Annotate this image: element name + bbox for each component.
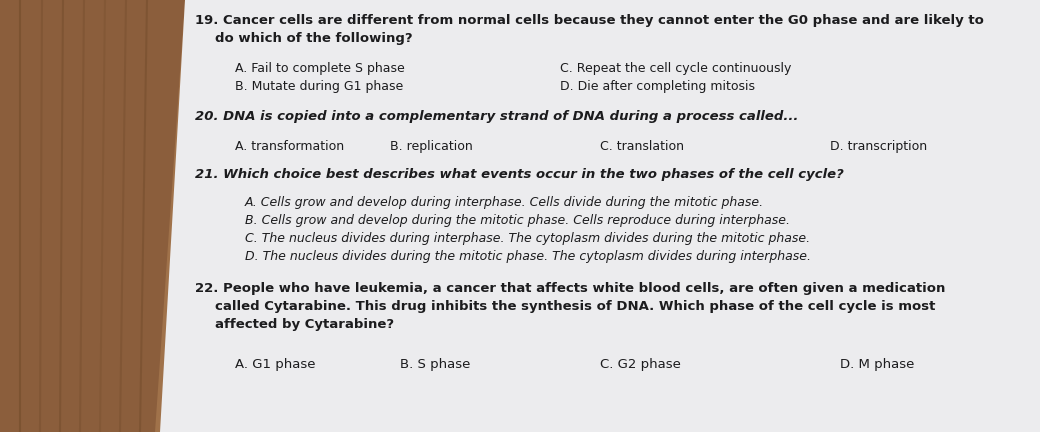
Polygon shape bbox=[900, 0, 1040, 432]
Text: B. Mutate during G1 phase: B. Mutate during G1 phase bbox=[235, 80, 404, 93]
Text: affected by Cytarabine?: affected by Cytarabine? bbox=[215, 318, 394, 331]
Text: A. Fail to complete S phase: A. Fail to complete S phase bbox=[235, 62, 405, 75]
Polygon shape bbox=[0, 0, 185, 432]
Text: A. Cells grow and develop during interphase. Cells divide during the mitotic pha: A. Cells grow and develop during interph… bbox=[245, 196, 764, 209]
Text: D. The nucleus divides during the mitotic phase. The cytoplasm divides during in: D. The nucleus divides during the mitoti… bbox=[245, 250, 811, 263]
Text: B. replication: B. replication bbox=[390, 140, 473, 153]
Text: C. Repeat the cell cycle continuously: C. Repeat the cell cycle continuously bbox=[560, 62, 791, 75]
Text: called Cytarabine. This drug inhibits the synthesis of DNA. Which phase of the c: called Cytarabine. This drug inhibits th… bbox=[215, 300, 935, 313]
Text: D. transcription: D. transcription bbox=[830, 140, 927, 153]
Text: A. G1 phase: A. G1 phase bbox=[235, 358, 315, 371]
Polygon shape bbox=[160, 0, 1040, 432]
Text: 19. Cancer cells are different from normal cells because they cannot enter the G: 19. Cancer cells are different from norm… bbox=[196, 14, 984, 27]
Polygon shape bbox=[820, 0, 1040, 232]
Text: B. S phase: B. S phase bbox=[400, 358, 470, 371]
Text: C. The nucleus divides during interphase. The cytoplasm divides during the mitot: C. The nucleus divides during interphase… bbox=[245, 232, 810, 245]
Text: 21. Which choice best describes what events occur in the two phases of the cell : 21. Which choice best describes what eve… bbox=[196, 168, 843, 181]
Text: B. Cells grow and develop during the mitotic phase. Cells reproduce during inter: B. Cells grow and develop during the mit… bbox=[245, 214, 790, 227]
Text: 20. DNA is copied into a complementary strand of DNA during a process called...: 20. DNA is copied into a complementary s… bbox=[196, 110, 799, 123]
Text: do which of the following?: do which of the following? bbox=[215, 32, 413, 45]
Text: A. transformation: A. transformation bbox=[235, 140, 344, 153]
Text: 22. People who have leukemia, a cancer that affects white blood cells, are often: 22. People who have leukemia, a cancer t… bbox=[196, 282, 945, 295]
Text: C. translation: C. translation bbox=[600, 140, 684, 153]
Text: D. Die after completing mitosis: D. Die after completing mitosis bbox=[560, 80, 755, 93]
Text: D. M phase: D. M phase bbox=[840, 358, 914, 371]
Text: C. G2 phase: C. G2 phase bbox=[600, 358, 681, 371]
